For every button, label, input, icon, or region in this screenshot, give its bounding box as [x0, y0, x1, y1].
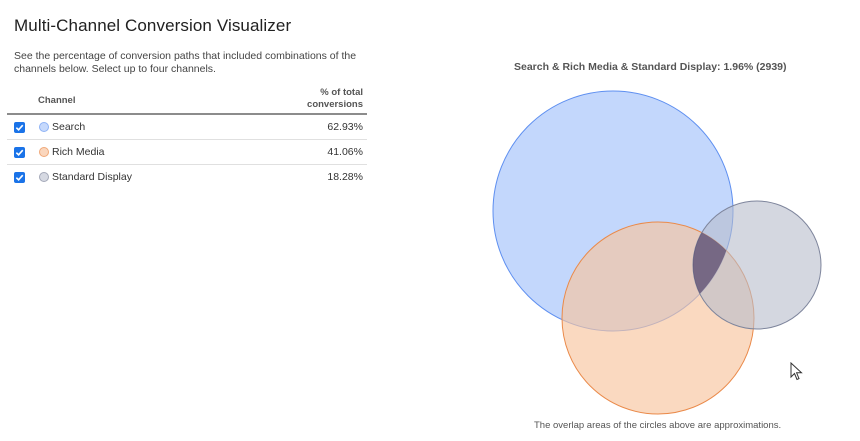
channel-percent: 41.06%: [327, 146, 363, 158]
checkbox-rich-media[interactable]: [14, 146, 25, 158]
checkbox-standard-display[interactable]: [14, 171, 25, 183]
channel-percent: 62.93%: [327, 121, 363, 133]
color-swatch-rich-media: [39, 147, 49, 157]
table-row-search[interactable]: Search 62.93%: [7, 115, 367, 140]
color-swatch-search: [39, 122, 49, 132]
check-icon: [15, 149, 24, 156]
mouse-cursor-icon: [790, 362, 803, 381]
table-header: Channel % of total conversions: [7, 85, 367, 115]
column-header-percent: % of total conversions: [293, 87, 367, 111]
table-row-rich-media[interactable]: Rich Media 41.06%: [7, 140, 367, 165]
table-row-standard-display[interactable]: Standard Display 18.28%: [7, 165, 367, 189]
channel-percent: 18.28%: [327, 171, 363, 183]
venn-footnote: The overlap areas of the circles above a…: [534, 420, 782, 431]
check-icon: [15, 124, 24, 131]
channel-table: Channel % of total conversions Search 62…: [7, 85, 367, 189]
venn-selection-label: Search & Rich Media & Standard Display: …: [514, 61, 787, 73]
column-header-channel: Channel: [38, 95, 76, 106]
check-icon: [15, 174, 24, 181]
channel-label: Rich Media: [52, 146, 105, 158]
column-header-percent-label: % of total conversions: [307, 87, 363, 110]
checkbox-search[interactable]: [14, 121, 25, 133]
page-description: See the percentage of conversion paths t…: [14, 50, 357, 75]
color-swatch-standard-display: [39, 172, 49, 182]
channel-label: Search: [52, 121, 86, 133]
channel-label: Standard Display: [52, 171, 132, 183]
page-title: Multi-Channel Conversion Visualizer: [14, 16, 292, 35]
